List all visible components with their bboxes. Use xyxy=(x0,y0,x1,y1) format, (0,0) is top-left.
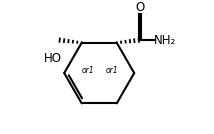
Text: NH₂: NH₂ xyxy=(154,34,177,47)
Text: or1: or1 xyxy=(82,66,95,75)
Text: O: O xyxy=(135,1,145,14)
Text: or1: or1 xyxy=(105,66,118,75)
Text: HO: HO xyxy=(44,52,62,65)
